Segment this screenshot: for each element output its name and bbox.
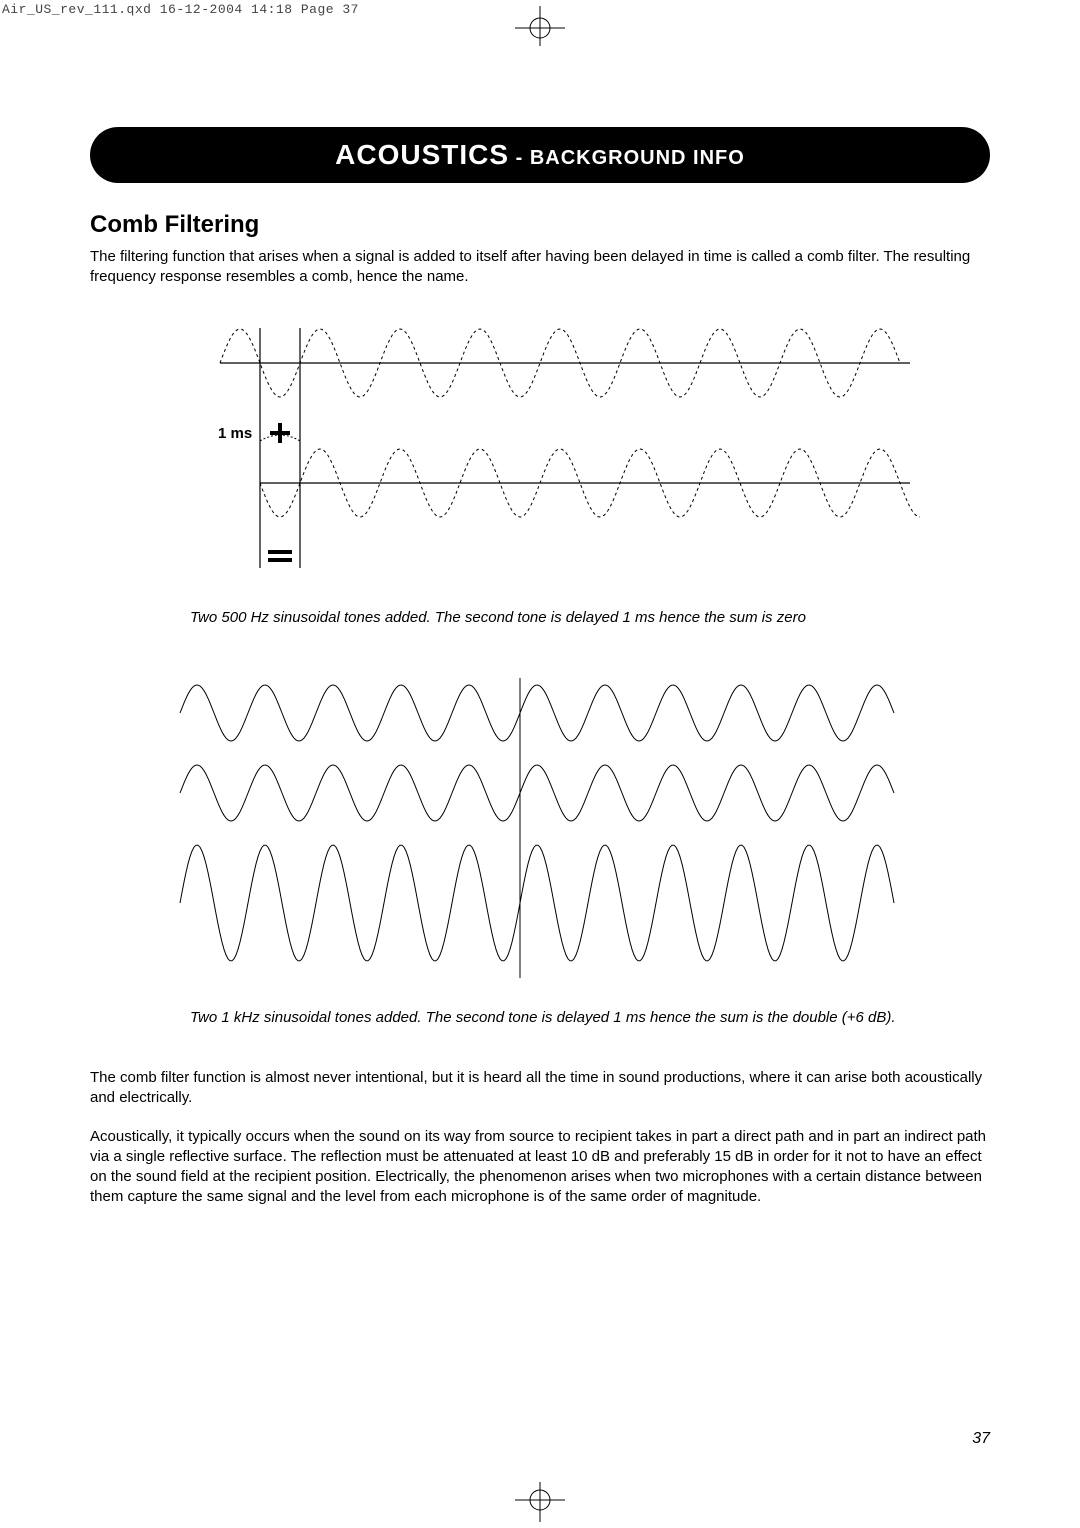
section-title: Comb Filtering [90, 211, 990, 239]
title-sub: BACKGROUND INFO [530, 147, 745, 169]
svg-text:1 ms: 1 ms [218, 425, 252, 442]
caption-2: Two 1 kHz sinusoidal tones added. The se… [190, 1008, 910, 1028]
page-content: ACOUSTICS - BACKGROUND INFO Comb Filteri… [0, 17, 1080, 1266]
title-sep: - [509, 147, 530, 169]
para-2: The comb filter function is almost never… [90, 1068, 990, 1109]
registration-mark-bottom [515, 1482, 565, 1522]
registration-mark-top [515, 6, 565, 46]
intro-text: The filtering function that arises when … [90, 247, 990, 288]
figure-1: 1 ms [90, 318, 990, 588]
title-main: ACOUSTICS [335, 139, 509, 170]
page-number: 37 [972, 1430, 990, 1448]
para-3: Acoustically, it typically occurs when t… [90, 1127, 990, 1208]
title-bar: ACOUSTICS - BACKGROUND INFO [90, 127, 990, 183]
figure-1-svg: 1 ms [160, 318, 920, 588]
figure-2-svg [160, 668, 920, 988]
figure-2 [90, 668, 990, 988]
caption-1: Two 500 Hz sinusoidal tones added. The s… [190, 608, 910, 628]
